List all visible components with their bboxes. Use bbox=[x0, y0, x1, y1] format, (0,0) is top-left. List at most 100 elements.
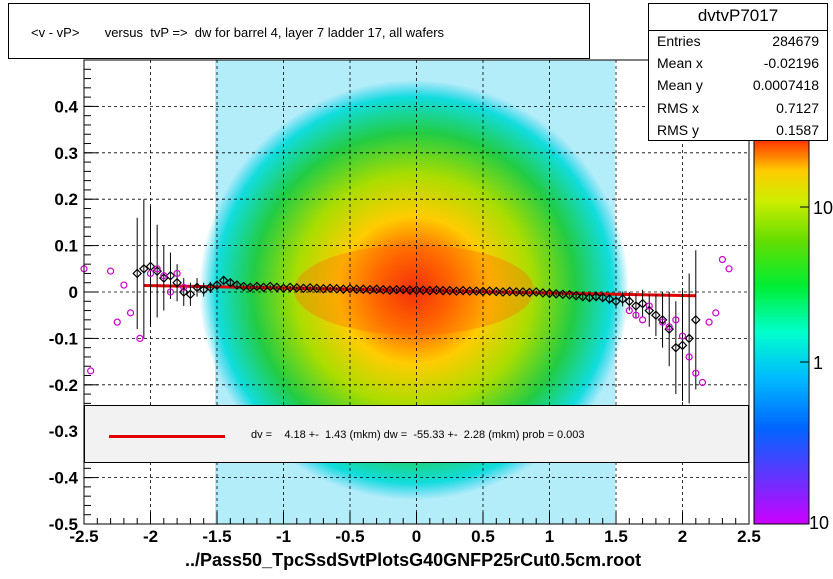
profile-point bbox=[498, 287, 508, 297]
chart-title: <v - vP> versus tvP => dw for barrel 4, … bbox=[31, 25, 445, 40]
profile-point bbox=[345, 283, 355, 294]
y-tick-label: -0.4 bbox=[49, 469, 79, 488]
profile-point bbox=[677, 340, 688, 351]
profile-point bbox=[358, 284, 369, 295]
y-tick-label: -0.3 bbox=[49, 422, 78, 441]
profile-point bbox=[385, 285, 395, 295]
profile-point bbox=[471, 286, 482, 296]
profile-point bbox=[484, 286, 495, 296]
secondary-points bbox=[80, 255, 733, 387]
x-tick-label: -2.5 bbox=[69, 527, 98, 546]
stats-row-rms-y: RMS y 0.1587 bbox=[657, 122, 819, 144]
y-tick-label: 0.2 bbox=[54, 190, 78, 209]
y-tick-label: 0.3 bbox=[54, 144, 78, 163]
stats-value: 0.7127 bbox=[776, 100, 819, 116]
secondary-point bbox=[632, 311, 640, 319]
stats-value: 0.1587 bbox=[776, 122, 819, 138]
profile-point bbox=[411, 285, 422, 295]
x-tick-label: -2 bbox=[143, 527, 158, 546]
secondary-point bbox=[678, 332, 687, 340]
colorbar-axis: 1 10 10 bbox=[800, 198, 833, 533]
legend-text: dv = 4.18 +- 1.43 (mkm) dw = -55.33 +- 2… bbox=[251, 429, 585, 441]
x-tick-label: -0.5 bbox=[335, 527, 364, 546]
profile-point bbox=[611, 296, 621, 307]
secondary-point bbox=[712, 309, 720, 317]
stats-value: 284679 bbox=[772, 33, 819, 49]
secondary-point bbox=[705, 318, 713, 326]
x-tick-label: 2 bbox=[678, 527, 687, 546]
profile-point bbox=[684, 333, 694, 344]
stats-key: RMS x bbox=[657, 100, 699, 116]
profile-point bbox=[405, 285, 415, 295]
y-tick-label: -0.2 bbox=[49, 376, 78, 395]
fit-legend: dv = 4.18 +- 1.43 (mkm) dw = -55.33 +- 2… bbox=[84, 405, 749, 463]
profile-point bbox=[338, 284, 349, 295]
profile-point bbox=[378, 284, 389, 295]
profile-point bbox=[198, 284, 209, 295]
secondary-point bbox=[173, 269, 181, 278]
profile-points bbox=[132, 199, 701, 404]
secondary-point bbox=[106, 267, 115, 275]
y-tick-label: 0.4 bbox=[54, 97, 78, 116]
profile-point bbox=[511, 287, 522, 297]
secondary-point bbox=[136, 334, 144, 342]
stats-row-mean-y: Mean y 0.0007418 bbox=[657, 77, 819, 99]
secondary-point bbox=[126, 309, 135, 317]
profile-point bbox=[690, 314, 701, 325]
profile-point bbox=[371, 284, 382, 295]
profile-point bbox=[671, 342, 681, 353]
x-tick-label: -1.5 bbox=[202, 527, 231, 546]
profile-point bbox=[225, 277, 236, 288]
stats-key: Mean y bbox=[657, 77, 703, 93]
secondary-point bbox=[160, 272, 168, 280]
profile-point bbox=[398, 284, 409, 295]
secondary-point bbox=[725, 265, 733, 273]
stats-value: -0.02196 bbox=[763, 55, 819, 71]
profile-point bbox=[205, 282, 216, 293]
y-tick-label: 0 bbox=[69, 283, 78, 302]
profile-point bbox=[298, 283, 309, 294]
profile-point bbox=[631, 301, 641, 311]
stats-key: Entries bbox=[657, 33, 701, 49]
profile-point bbox=[139, 263, 149, 274]
profile-point bbox=[212, 280, 222, 290]
profile-point bbox=[305, 282, 315, 293]
secondary-point bbox=[166, 288, 175, 296]
profile-point bbox=[444, 285, 455, 296]
title-box: <v - vP> versus tvP => dw for barrel 4, … bbox=[8, 3, 590, 59]
x-tick-label: 0.5 bbox=[471, 527, 495, 546]
profile-point bbox=[604, 294, 615, 304]
secondary-point bbox=[146, 269, 155, 278]
legend-line-swatch bbox=[109, 435, 225, 438]
profile-point bbox=[152, 266, 162, 276]
profile-point bbox=[291, 282, 302, 293]
secondary-point bbox=[698, 378, 707, 387]
profile-point bbox=[218, 275, 229, 286]
stats-row-entries: Entries 284679 bbox=[657, 33, 819, 55]
profile-point bbox=[538, 288, 548, 298]
profile-point bbox=[651, 310, 661, 321]
x-tick-label: -1 bbox=[276, 527, 291, 546]
profile-point bbox=[172, 277, 182, 288]
stats-row-rms-x: RMS x 0.7127 bbox=[657, 100, 819, 122]
secondary-point bbox=[718, 255, 727, 264]
profile-point bbox=[325, 283, 335, 294]
profile-point bbox=[318, 283, 329, 294]
colorbar bbox=[754, 140, 809, 524]
y-tick-label: -0.1 bbox=[49, 329, 78, 348]
profile-point bbox=[178, 287, 189, 297]
profile-point bbox=[424, 285, 435, 296]
secondary-point bbox=[180, 283, 188, 291]
profile-point bbox=[518, 287, 528, 297]
secondary-point bbox=[658, 318, 667, 326]
profile-point bbox=[158, 273, 169, 283]
secondary-point bbox=[113, 318, 121, 326]
profile-point bbox=[331, 283, 342, 294]
profile-point bbox=[464, 286, 475, 296]
x-tick-label: 1.5 bbox=[604, 527, 628, 546]
secondary-point bbox=[645, 302, 653, 310]
profile-point bbox=[624, 296, 635, 307]
stats-row-mean-x: Mean x -0.02196 bbox=[657, 55, 819, 77]
profile-point bbox=[192, 282, 202, 293]
profile-point bbox=[504, 286, 515, 297]
